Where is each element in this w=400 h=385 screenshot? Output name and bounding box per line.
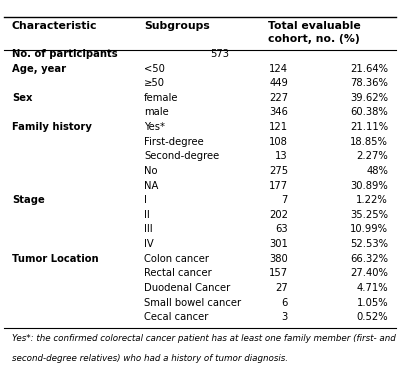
Text: Rectal cancer: Rectal cancer: [144, 268, 212, 278]
Text: 78.36%: 78.36%: [350, 78, 388, 88]
Text: 39.62%: 39.62%: [350, 93, 388, 103]
Text: 573: 573: [210, 49, 229, 59]
Text: 1.05%: 1.05%: [356, 298, 388, 308]
Text: 13: 13: [275, 151, 288, 161]
Text: second-degree relatives) who had a history of tumor diagnosis.: second-degree relatives) who had a histo…: [12, 354, 288, 363]
Text: Sex: Sex: [12, 93, 32, 103]
Text: 30.89%: 30.89%: [350, 181, 388, 191]
Text: IV: IV: [144, 239, 154, 249]
Text: Stage: Stage: [12, 195, 45, 205]
Text: No: No: [144, 166, 158, 176]
Text: male: male: [144, 107, 169, 117]
Text: 2.27%: 2.27%: [356, 151, 388, 161]
Text: 63: 63: [275, 224, 288, 234]
Text: Small bowel cancer: Small bowel cancer: [144, 298, 241, 308]
Text: 275: 275: [269, 166, 288, 176]
Text: 7: 7: [282, 195, 288, 205]
Text: Colon cancer: Colon cancer: [144, 254, 209, 264]
Text: 121: 121: [269, 122, 288, 132]
Text: 52.53%: 52.53%: [350, 239, 388, 249]
Text: Characteristic: Characteristic: [12, 21, 98, 31]
Text: Subgroups: Subgroups: [144, 21, 210, 31]
Text: 18.85%: 18.85%: [350, 137, 388, 147]
Text: 1.22%: 1.22%: [356, 195, 388, 205]
Text: <50: <50: [144, 64, 165, 74]
Text: I: I: [144, 195, 147, 205]
Text: 60.38%: 60.38%: [350, 107, 388, 117]
Text: 21.11%: 21.11%: [350, 122, 388, 132]
Text: 21.64%: 21.64%: [350, 64, 388, 74]
Text: Total evaluable
cohort, no. (%): Total evaluable cohort, no. (%): [268, 21, 360, 44]
Text: Duodenal Cancer: Duodenal Cancer: [144, 283, 230, 293]
Text: 108: 108: [269, 137, 288, 147]
Text: 10.99%: 10.99%: [350, 224, 388, 234]
Text: 202: 202: [269, 210, 288, 220]
Text: 301: 301: [269, 239, 288, 249]
Text: Yes*: the confirmed colorectal cancer patient has at least one family member (fi: Yes*: the confirmed colorectal cancer pa…: [12, 334, 396, 343]
Text: 48%: 48%: [366, 166, 388, 176]
Text: 157: 157: [269, 268, 288, 278]
Text: 66.32%: 66.32%: [350, 254, 388, 264]
Text: 346: 346: [269, 107, 288, 117]
Text: 124: 124: [269, 64, 288, 74]
Text: 380: 380: [269, 254, 288, 264]
Text: 6: 6: [282, 298, 288, 308]
Text: female: female: [144, 93, 178, 103]
Text: Yes*: Yes*: [144, 122, 165, 132]
Text: Age, year: Age, year: [12, 64, 66, 74]
Text: II: II: [144, 210, 150, 220]
Text: 227: 227: [269, 93, 288, 103]
Text: First-degree: First-degree: [144, 137, 204, 147]
Text: 27: 27: [275, 283, 288, 293]
Text: ≥50: ≥50: [144, 78, 165, 88]
Text: Family history: Family history: [12, 122, 92, 132]
Text: 449: 449: [269, 78, 288, 88]
Text: 4.71%: 4.71%: [356, 283, 388, 293]
Text: No. of participants: No. of participants: [12, 49, 118, 59]
Text: 0.52%: 0.52%: [356, 312, 388, 322]
Text: 3: 3: [282, 312, 288, 322]
Text: III: III: [144, 224, 153, 234]
Text: 27.40%: 27.40%: [350, 268, 388, 278]
Text: 35.25%: 35.25%: [350, 210, 388, 220]
Text: 177: 177: [269, 181, 288, 191]
Text: Tumor Location: Tumor Location: [12, 254, 99, 264]
Text: NA: NA: [144, 181, 158, 191]
Text: Second-degree: Second-degree: [144, 151, 219, 161]
Text: Cecal cancer: Cecal cancer: [144, 312, 208, 322]
